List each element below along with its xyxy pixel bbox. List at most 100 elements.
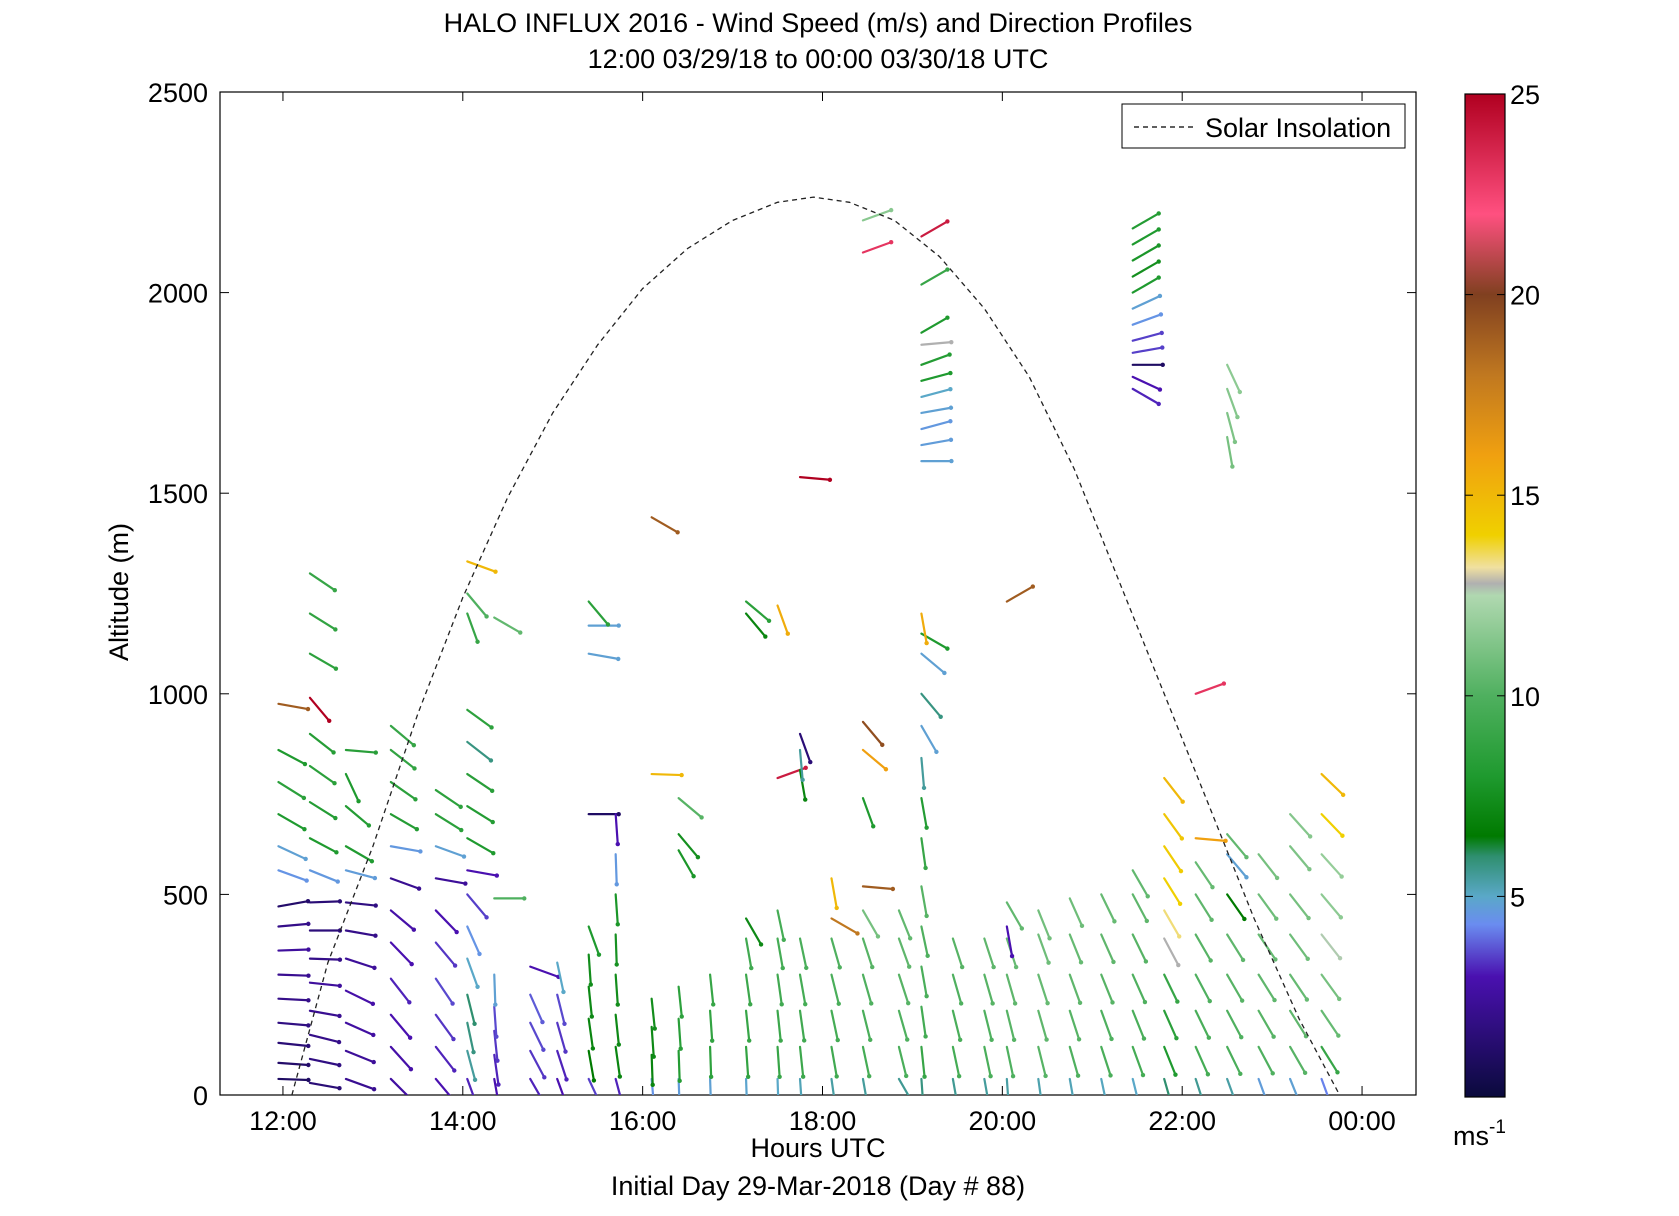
wind-barb-tip	[888, 240, 894, 245]
wind-barb	[344, 772, 360, 803]
wind-barb-tip	[1156, 227, 1161, 232]
wind-barb-tip	[1009, 953, 1015, 959]
wind-barb-tip	[869, 1001, 874, 1006]
wind-barb	[466, 893, 488, 919]
wind-barb	[614, 813, 619, 846]
wind-barb	[308, 1009, 341, 1018]
wind-barb-tip	[925, 953, 930, 959]
wind-barb-tip	[803, 797, 808, 802]
wind-barb	[389, 1045, 413, 1071]
wind-barb	[614, 973, 619, 1006]
wind-barb-tip	[1240, 957, 1246, 963]
wind-barb-tip	[1156, 275, 1161, 280]
wind-barb	[1163, 973, 1179, 1003]
wind-barb-tip	[450, 1001, 455, 1006]
colorbar-unit-base: ms	[1453, 1121, 1489, 1151]
wind-barb-tip	[542, 1075, 547, 1080]
wind-barb	[614, 893, 619, 926]
wind-barb	[677, 1017, 682, 1050]
wind-barb-tip	[948, 437, 954, 443]
wind-barb-tip	[906, 1000, 911, 1006]
wind-barb	[920, 353, 951, 366]
wind-barb	[277, 702, 310, 711]
solar-insolation-line	[291, 196, 1341, 1095]
wind-barb	[466, 1077, 475, 1095]
wind-barb-tip	[1305, 956, 1310, 961]
wind-barb	[308, 652, 338, 670]
wind-barb	[614, 1045, 621, 1078]
wind-barb-tip	[333, 815, 338, 821]
wind-barb-tip	[409, 961, 414, 967]
wind-barb	[466, 957, 479, 988]
wind-barb-tip	[588, 982, 593, 987]
wind-barb-tip	[827, 477, 833, 482]
wind-barb	[1226, 973, 1244, 1002]
wind-barb	[897, 1077, 910, 1095]
wind-barb	[920, 406, 953, 415]
wind-barb	[920, 1045, 926, 1078]
colorbar-tick-label: 20	[1510, 281, 1540, 311]
wind-barb-tip	[883, 767, 889, 772]
wind-barb	[920, 420, 952, 431]
wind-barb-tip	[337, 957, 343, 962]
wind-barb	[1226, 853, 1248, 879]
wind-barb	[920, 724, 938, 753]
wind-barb	[344, 989, 374, 1005]
wind-barb	[1131, 294, 1162, 310]
wind-barb	[344, 1049, 375, 1064]
wind-barb	[1068, 1077, 1074, 1095]
wind-barb	[1289, 933, 1309, 960]
wind-barb-tip	[1143, 959, 1149, 964]
wind-barb-tip	[1270, 1071, 1275, 1076]
wind-barb-tip	[411, 927, 417, 932]
wind-barb-tip	[1142, 999, 1148, 1005]
wind-barb	[1226, 1045, 1242, 1075]
wind-barb	[1100, 1045, 1112, 1077]
wind-barb-tip	[1047, 936, 1052, 941]
wind-barb-tip	[1242, 916, 1247, 922]
wind-barb	[1194, 1077, 1203, 1095]
wind-barb	[1194, 933, 1212, 962]
wind-barb	[920, 1005, 927, 1038]
wind-barb	[776, 604, 789, 635]
wind-barb	[1289, 1077, 1298, 1095]
wind-barb-tip	[605, 622, 611, 627]
wind-barb	[1226, 1009, 1243, 1039]
wind-barb-tip	[306, 1023, 311, 1028]
wind-barb-tip	[1239, 998, 1245, 1003]
wind-barb	[308, 1057, 341, 1067]
wind-barb	[308, 572, 336, 592]
wind-barb	[1005, 925, 1014, 958]
wind-barb	[277, 997, 310, 1002]
wind-barb	[308, 801, 337, 820]
wind-barb-tip	[414, 826, 420, 832]
wind-barb	[434, 788, 462, 808]
wind-barb-tip	[763, 634, 768, 639]
wind-barb-tip	[590, 1046, 596, 1051]
wind-barb-tip	[453, 1100, 457, 1104]
wind-barb	[308, 1033, 341, 1044]
wind-barb-tip	[1340, 792, 1346, 798]
wind-barb-tip	[1244, 855, 1249, 860]
wind-barb	[466, 925, 481, 956]
wind-barb	[493, 1077, 499, 1095]
wind-barb-tip	[1207, 998, 1212, 1004]
wind-barb-tip	[746, 1038, 752, 1043]
wind-barb-tip	[518, 630, 523, 635]
wind-barb-tip	[785, 631, 790, 636]
wind-barb	[1068, 1045, 1080, 1077]
wind-barb	[308, 900, 342, 904]
wind-barb	[389, 1077, 409, 1095]
wind-barb-tip	[677, 1107, 681, 1111]
wind-barb	[308, 732, 335, 754]
wind-barb-tip	[410, 1098, 414, 1102]
wind-barb	[983, 973, 994, 1005]
wind-barb-tip	[1337, 996, 1342, 1002]
wind-barb	[389, 845, 422, 853]
x-tick-label: 12:00	[249, 1106, 317, 1136]
wind-barb-tip	[1178, 868, 1184, 874]
wind-barb	[389, 780, 417, 801]
wind-barb	[556, 1077, 565, 1095]
wind-barb	[1320, 973, 1341, 1001]
wind-barb	[466, 1021, 475, 1054]
